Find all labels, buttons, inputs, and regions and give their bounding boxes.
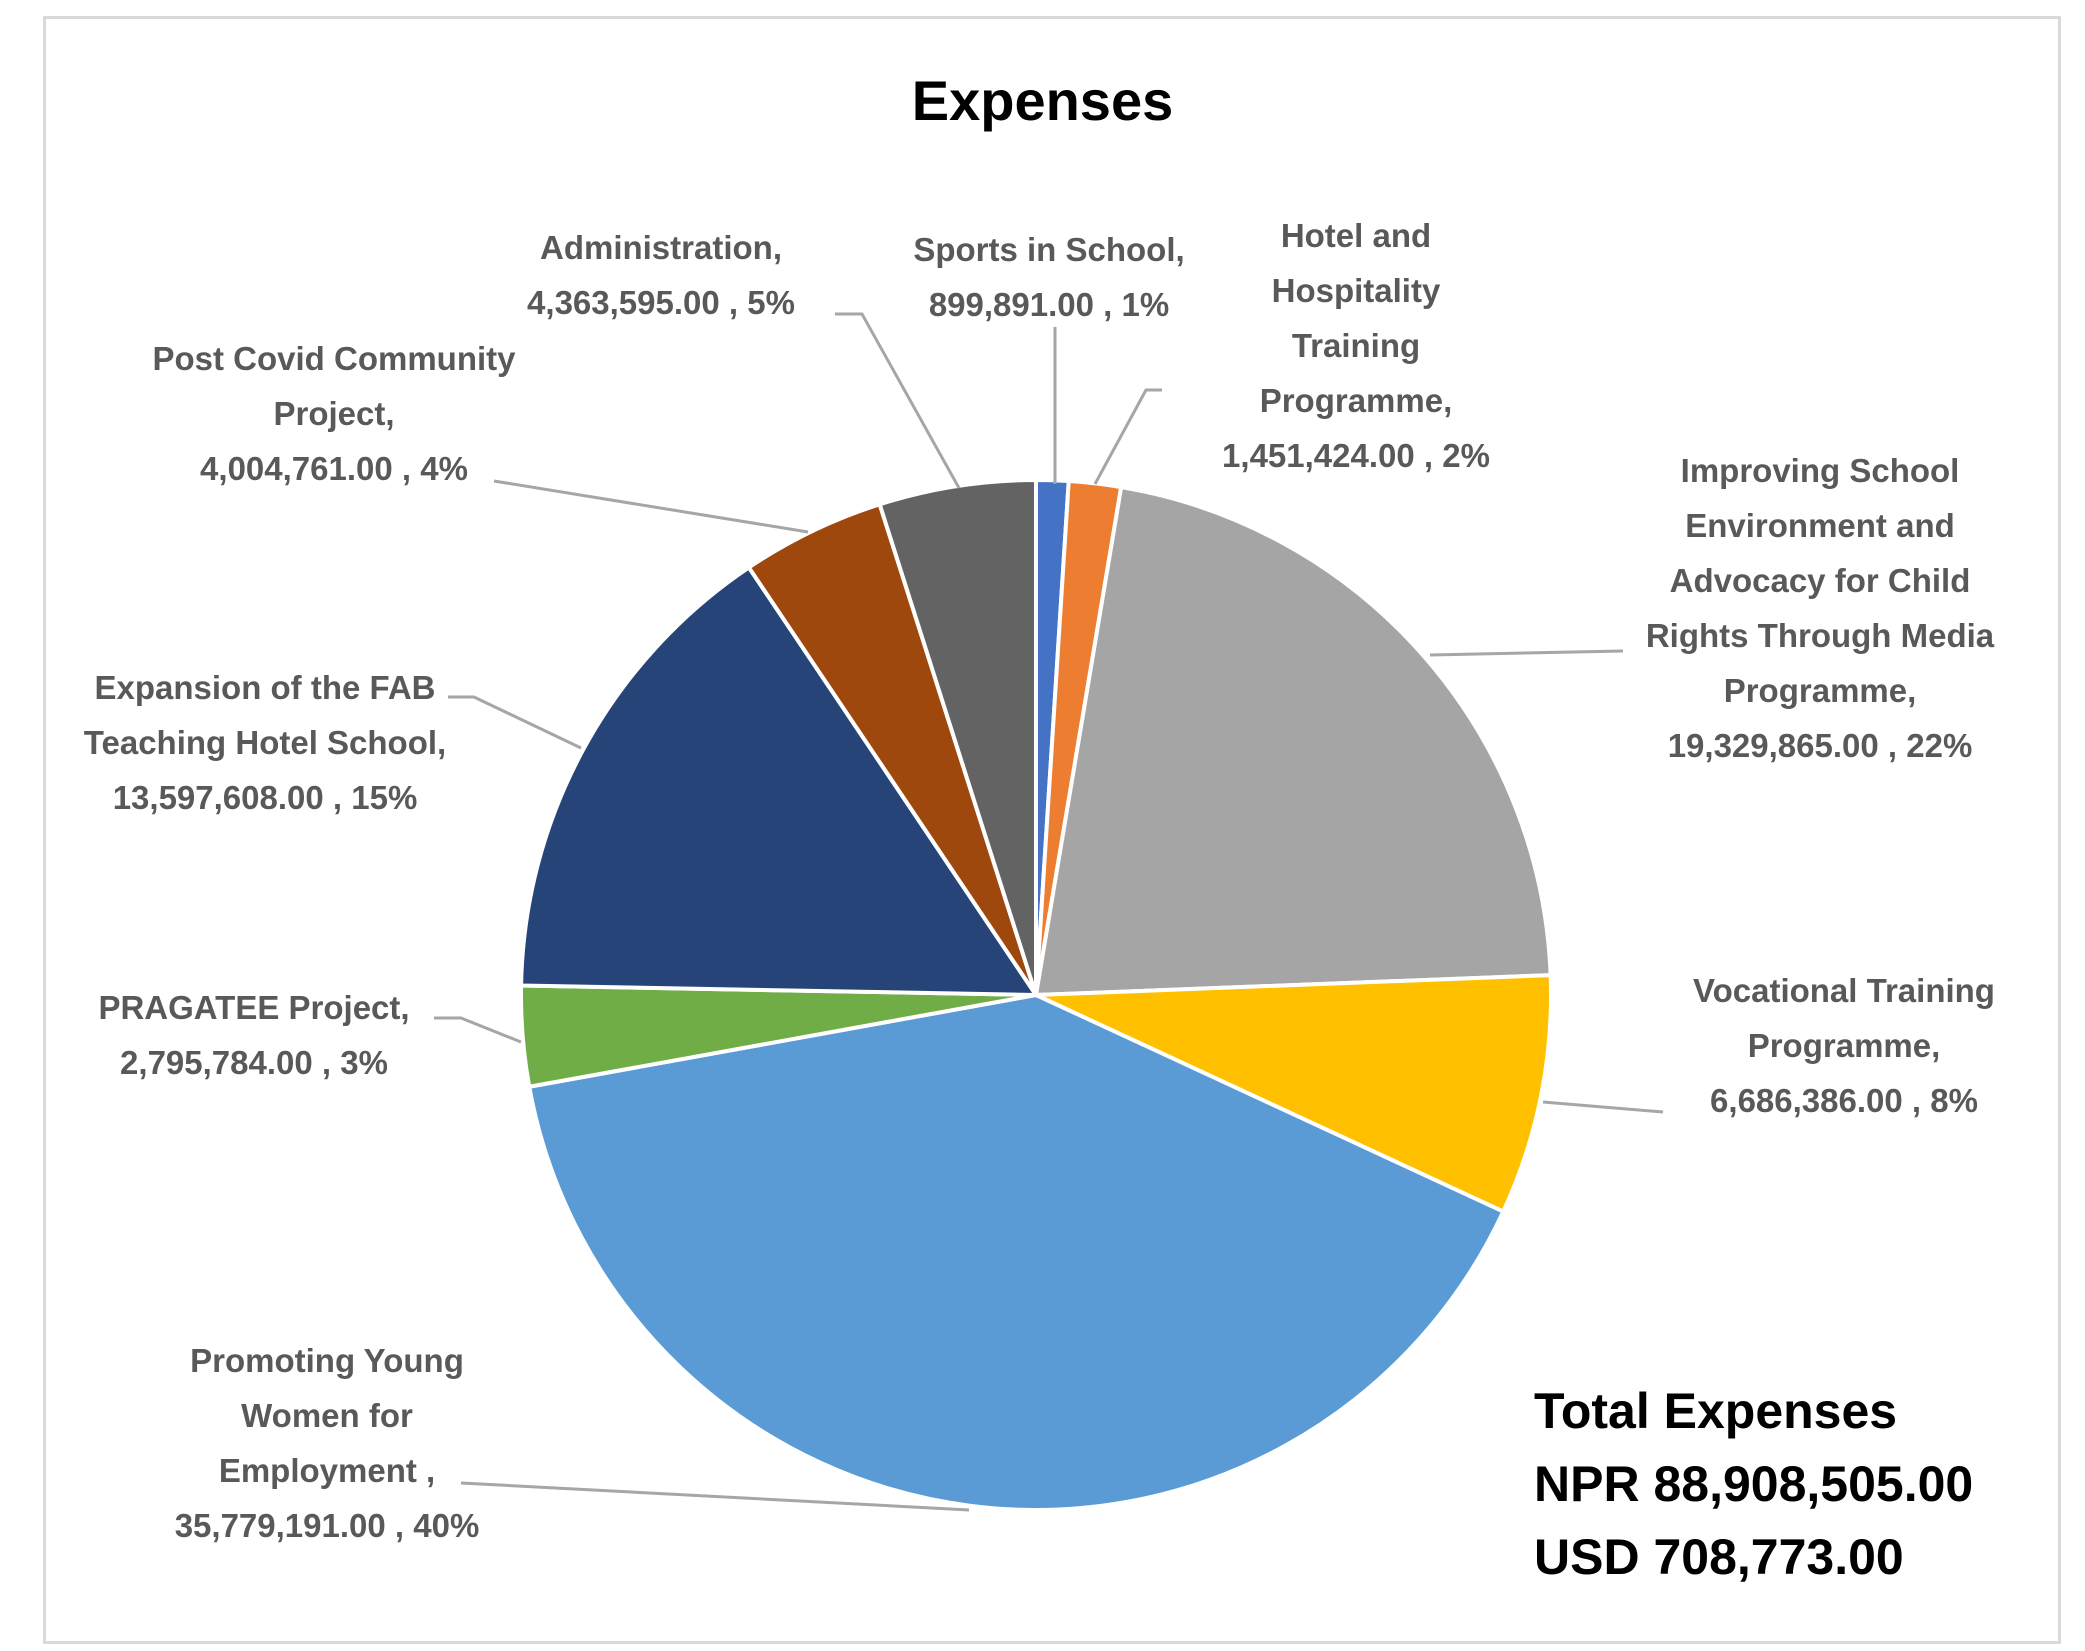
chart-frame <box>43 16 2061 1644</box>
value-label: 6,686,386.00 , 8% <box>1710 1082 1978 1119</box>
leader-line <box>1093 388 1162 485</box>
value-label: 13,597,608.00 , 15% <box>112 779 418 816</box>
slice-name: Expansion of the FAB Teaching Hotel Scho… <box>83 669 447 761</box>
pie-slice <box>527 993 1506 1513</box>
data-label: Promoting Young Women for Employment , 35… <box>157 1333 497 1553</box>
data-label: PRAGATEE Project, 2,795,784.00 , 3% <box>54 980 454 1090</box>
leader-line <box>434 1016 522 1044</box>
leader-line <box>835 312 961 489</box>
data-label: Post Covid Community Project, 4,004,761.0… <box>149 331 519 496</box>
leader-line <box>493 479 809 534</box>
data-label: Improving School Environment and Advocac… <box>1635 443 2005 773</box>
data-label: Expansion of the FAB Teaching Hotel Scho… <box>75 660 455 825</box>
chart-title: Expenses <box>911 69 1174 132</box>
value-label: 4,004,761.00 , 4% <box>200 450 468 487</box>
slice-name: Post Covid Community Project, <box>152 340 516 432</box>
pie-slice <box>519 565 1038 997</box>
slice-name: Improving School Environment and Advocac… <box>1645 452 1995 709</box>
value-label: 4,363,595.00 , 5% <box>527 284 795 321</box>
leader-line <box>448 695 582 750</box>
pie-slice <box>1034 485 1553 997</box>
value-label: 19,329,865.00 , 22% <box>1667 727 1973 764</box>
total-box: Total Expenses NPR 88,908,505.00 USD 708… <box>1534 1375 1973 1594</box>
annotation: Total Expenses <box>1534 1383 1898 1439</box>
annotation: USD 708,773.00 <box>1534 1529 1904 1585</box>
value-label: 35,779,191.00 , 40% <box>174 1507 480 1544</box>
data-label: Administration, 4,363,595.00 , 5% <box>461 220 861 330</box>
slice-name: Hotel and Hospitality Training Programme… <box>1259 217 1453 419</box>
value-label: 1,451,424.00 , 2% <box>1222 437 1490 474</box>
value-label: 899,891.00 , 1% <box>928 286 1170 323</box>
slice-name: Sports in School, <box>913 231 1185 268</box>
slice-name: Vocational Training Programme, <box>1693 972 1995 1064</box>
slice-name: Promoting Young Women for Employment , <box>190 1342 464 1489</box>
data-label: Hotel and Hospitality Training Programme… <box>1222 208 1490 483</box>
leader-line <box>460 1481 970 1512</box>
value-label: 2,795,784.00 , 3% <box>120 1044 388 1081</box>
annotation: NPR 88,908,505.00 <box>1534 1456 1974 1512</box>
data-label: Sports in School, 899,891.00 , 1% <box>849 222 1249 332</box>
pie-slice <box>1034 973 1554 1214</box>
leader-line <box>1542 1100 1664 1114</box>
slice-name: Administration, <box>539 229 782 266</box>
leader-line <box>1429 649 1624 657</box>
data-label: Vocational Training Programme, 6,686,386.… <box>1654 963 2034 1128</box>
slice-name: PRAGATEE Project, <box>98 989 410 1026</box>
